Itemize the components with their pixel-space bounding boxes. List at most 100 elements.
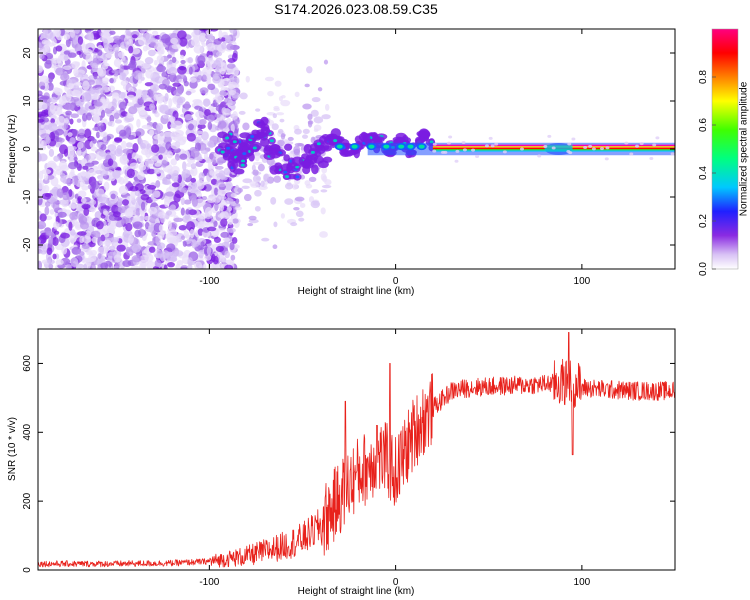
heatmap-cell	[203, 98, 211, 107]
heatmap-cell	[127, 62, 137, 71]
heatmap-cell	[63, 148, 69, 157]
y-tick-label: 400	[22, 424, 33, 441]
heatmap-cell	[211, 186, 216, 197]
heatmap-cell	[90, 230, 101, 239]
heatmap-cell	[84, 162, 95, 167]
heatmap-cell	[68, 79, 77, 84]
heatmap-cell	[71, 128, 78, 138]
heatmap-cell	[157, 211, 166, 219]
heatmap-cell	[224, 181, 233, 191]
heatmap-cell	[291, 156, 304, 167]
heatmap-cell	[164, 197, 169, 208]
heatmap-cell	[100, 109, 106, 118]
heatmap-cell	[182, 161, 187, 171]
heatmap-cell	[162, 180, 172, 185]
heatmap-cell	[605, 146, 610, 150]
heatmap-cell	[105, 52, 113, 59]
heatmap-cell	[285, 175, 290, 179]
heatmap-cell	[149, 41, 156, 47]
heatmap-cell	[273, 175, 282, 183]
heatmap-cell	[38, 103, 43, 109]
heatmap-cell	[125, 29, 130, 35]
heatmap-cell	[52, 29, 62, 37]
heatmap-cell	[138, 110, 148, 119]
colorbar-tick-label: 0.6	[698, 118, 709, 132]
heatmap-cell	[270, 197, 277, 205]
heatmap-cell	[443, 150, 448, 154]
heatmap-cell	[76, 50, 82, 55]
heatmap-cell	[196, 156, 203, 162]
heatmap-cell	[122, 199, 129, 206]
heatmap-cell	[65, 110, 72, 116]
heatmap-cell	[52, 237, 59, 246]
heatmap-cell	[320, 189, 328, 193]
heatmap-cell	[168, 72, 177, 83]
heatmap-cell	[208, 33, 214, 43]
heatmap-cell	[238, 110, 246, 115]
heatmap-cell	[313, 116, 324, 124]
heatmap-cell	[186, 221, 196, 231]
heatmap-cell	[290, 222, 298, 227]
heatmap-cell	[125, 246, 131, 253]
heatmap-cell	[114, 119, 123, 124]
heatmap-cell	[241, 159, 246, 163]
heatmap-cell	[116, 144, 123, 155]
heatmap-cell	[283, 170, 288, 174]
heatmap-cell	[207, 83, 216, 91]
y-tick-label: 0	[22, 567, 33, 573]
x-tick-label: -100	[199, 577, 219, 588]
heatmap-cell	[41, 192, 51, 200]
heatmap-cell	[217, 262, 224, 269]
heatmap-cell	[213, 59, 222, 70]
heatmap-cell	[215, 245, 225, 253]
heatmap-cell	[49, 103, 56, 113]
heatmap-cell	[42, 178, 50, 185]
heatmap-cell	[171, 56, 177, 64]
heatmap-cell	[81, 92, 90, 102]
heatmap-cell	[152, 190, 161, 198]
y-tick-label: 20	[22, 47, 33, 59]
heatmap-cell	[148, 206, 158, 215]
heatmap-cell	[82, 165, 89, 170]
heatmap-cell	[55, 259, 64, 266]
heatmap-cell	[189, 195, 197, 201]
heatmap-cell	[93, 113, 100, 124]
heatmap-cell	[204, 206, 213, 217]
heatmap-cell	[170, 37, 179, 45]
heatmap-cell	[240, 163, 245, 167]
heatmap-cell	[219, 203, 225, 212]
heatmap-cell	[635, 144, 640, 148]
heatmap-cell	[250, 134, 255, 138]
heatmap-cell	[147, 49, 156, 57]
heatmap-cell	[363, 134, 371, 145]
heatmap-cell	[462, 148, 467, 152]
heatmap-cell	[197, 221, 206, 229]
heatmap-cell	[454, 159, 459, 163]
heatmap-cell	[98, 194, 103, 201]
heatmap-cell	[131, 243, 142, 253]
heatmap-cell	[58, 137, 65, 143]
heatmap-cell	[54, 87, 63, 96]
heatmap-cell	[144, 57, 154, 65]
heatmap-cell	[206, 246, 212, 256]
heatmap-cell	[336, 144, 343, 149]
heatmap-cell	[60, 73, 70, 82]
heatmap-cell	[212, 159, 217, 165]
heatmap-cell	[52, 253, 57, 260]
heatmap-cell	[230, 192, 237, 198]
heatmap-cell	[146, 261, 156, 269]
heatmap-cell	[583, 145, 588, 149]
heatmap-cell	[306, 66, 313, 74]
heatmap-cell	[224, 264, 234, 269]
snr-x-ticks: -100 0 100	[199, 329, 591, 588]
heatmap-cell	[568, 151, 573, 155]
heatmap-cell	[432, 149, 437, 153]
heatmap-cell	[300, 150, 305, 154]
heatmap-cell	[149, 103, 156, 111]
heatmap-cell	[321, 114, 331, 120]
heatmap-cell	[229, 241, 235, 251]
heatmap-cell	[189, 77, 197, 83]
heatmap-cell	[39, 53, 45, 60]
heatmap-cell	[226, 146, 231, 150]
heatmap-cells	[38, 29, 675, 269]
